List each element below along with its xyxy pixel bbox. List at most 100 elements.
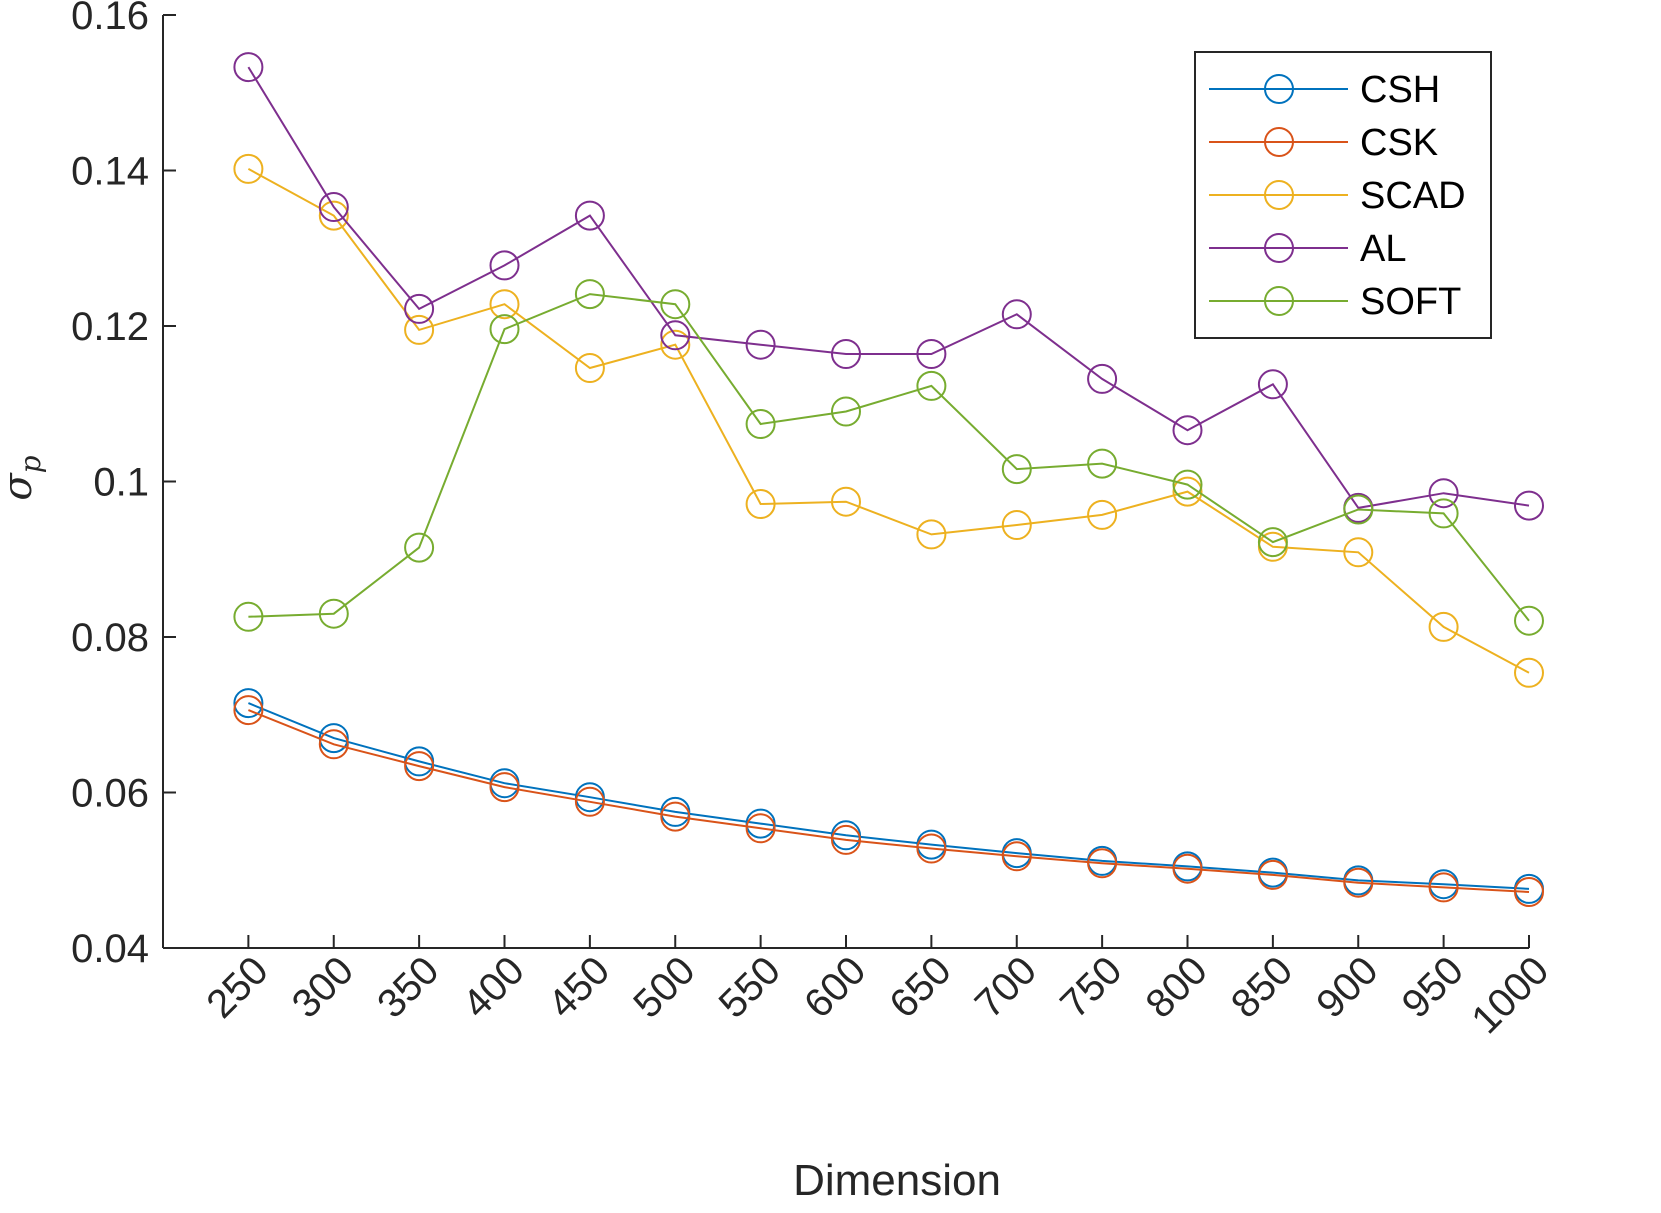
data-point [1172,415,1203,446]
legend-label: CSH [1360,69,1440,111]
data-point [1087,363,1118,394]
y-tick-label: 0.12 [71,305,149,349]
y-tick-label: 0.14 [71,150,149,194]
series-line-csh [248,702,1530,890]
legend-item-soft: SOFT [1209,281,1461,323]
series-line-soft [248,293,1530,622]
data-point [916,339,947,369]
legend-item-csk: CSK [1209,122,1438,164]
data-point [404,293,435,324]
data-point [745,329,776,360]
data-point [1001,510,1032,540]
legend-marker [1264,127,1294,157]
legend-label: SOFT [1360,281,1461,323]
data-point [745,409,776,439]
y-tick-label: 0.06 [71,772,149,816]
data-point [1428,478,1459,509]
data-point [318,200,349,231]
y-axis-title-symbol: σ [0,472,41,501]
data-point [1172,476,1203,507]
data-point [318,598,349,629]
series-layer [233,52,1544,907]
data-point [1428,611,1459,642]
data-point [1343,537,1374,568]
data-point [1087,499,1118,530]
y-tick-label: 0.04 [71,927,149,971]
data-point [574,353,605,383]
data-point [1428,872,1459,903]
data-point [660,320,691,351]
legend-marker [1264,286,1294,316]
legend-marker [1264,74,1294,104]
data-point [489,772,520,803]
data-point [1514,657,1544,688]
data-point [489,314,520,345]
series-al [233,52,1544,523]
data-point [1172,853,1203,884]
data-point [574,279,605,310]
data-point [831,339,861,369]
legend-marker [1264,180,1294,210]
legend-marker [1264,233,1294,263]
legend: CSH CSK SCAD AL SOFT [1194,51,1492,339]
data-point [404,751,435,782]
data-point [916,370,947,401]
y-tick-label: 0.1 [93,461,149,505]
x-axis-title: Dimension [793,1156,1001,1205]
y-axis-title: σp [0,455,47,500]
legend-item-al: AL [1209,228,1406,270]
data-point [489,250,520,281]
data-point [1257,527,1288,558]
data-point [574,200,605,231]
data-point [1514,877,1544,907]
data-point [1001,299,1032,330]
legend-label: AL [1360,228,1406,270]
data-point [1257,369,1288,400]
data-point [1514,605,1544,636]
legend-item-csh: CSH [1209,69,1440,111]
legend-label: SCAD [1360,175,1466,217]
data-point [404,532,435,563]
y-tick-label: 0.16 [71,0,149,38]
data-point [233,601,264,632]
data-point [831,824,861,855]
y-axis-title-subscript: p [14,455,47,473]
data-point [916,519,947,550]
data-point [831,396,861,427]
data-point [660,329,691,360]
data-point [1257,859,1288,890]
data-point [745,489,776,519]
data-point [233,153,264,184]
data-point [318,729,349,760]
series-line-csk [248,709,1530,893]
series-line-scad [247,168,1530,674]
series-scad [233,153,1544,688]
data-point [233,52,264,83]
data-point [660,801,691,832]
data-point [233,688,264,719]
data-point [1087,448,1118,479]
data-point [1001,454,1032,485]
data-point [404,314,435,345]
data-point [1343,867,1374,898]
data-point [745,813,776,844]
series-soft [233,279,1544,636]
data-point [233,695,264,726]
data-point [318,192,349,222]
data-point [831,486,861,517]
data-point [660,289,691,320]
legend-item-scad: SCAD [1209,175,1466,217]
data-point [1428,498,1459,529]
data-point [1172,469,1203,500]
data-point [574,786,605,817]
series-csh [233,688,1544,904]
data-point [489,289,520,320]
svg-text:σp: σp [0,455,47,500]
data-point [1514,490,1544,521]
data-point [1087,848,1118,879]
y-tick-label: 0.08 [71,616,149,660]
series-csk [233,695,1544,907]
data-point [1343,494,1374,525]
data-point [1001,841,1032,872]
